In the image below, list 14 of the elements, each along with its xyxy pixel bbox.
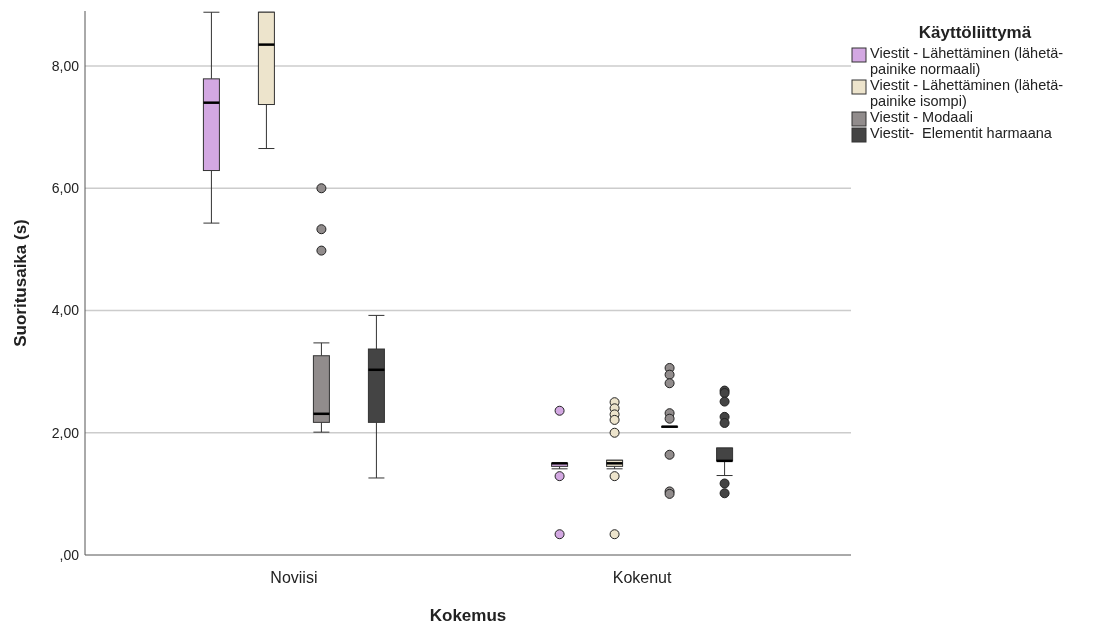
x-axis-title: Kokemus <box>429 606 507 625</box>
y-tick-label: 6,00 <box>51 180 80 197</box>
legend-label: Viestit - Lähettäminen (lähetä-painike normaali) <box>870 45 1064 77</box>
x-tick-label: Noviisi <box>270 569 318 586</box>
y-tick-label: ,00 <box>59 546 80 563</box>
y-axis-title: Suoritusaika (s) <box>11 219 30 347</box>
legend-title: Käyttöliittymä <box>918 23 1032 42</box>
y-tick-label: 4,00 <box>51 302 80 319</box>
legend-label: Viestit - Lähettäminen (lähetä-painike isompi) <box>870 77 1064 109</box>
x-tick-label: Kokenut <box>612 569 672 586</box>
legend-label: Viestit - Modaali <box>870 109 973 125</box>
legend-label: Viestit- Elementit harmaana <box>870 125 1053 141</box>
y-tick-label: 8,00 <box>51 57 80 74</box>
y-tick-label: 2,00 <box>51 424 80 441</box>
